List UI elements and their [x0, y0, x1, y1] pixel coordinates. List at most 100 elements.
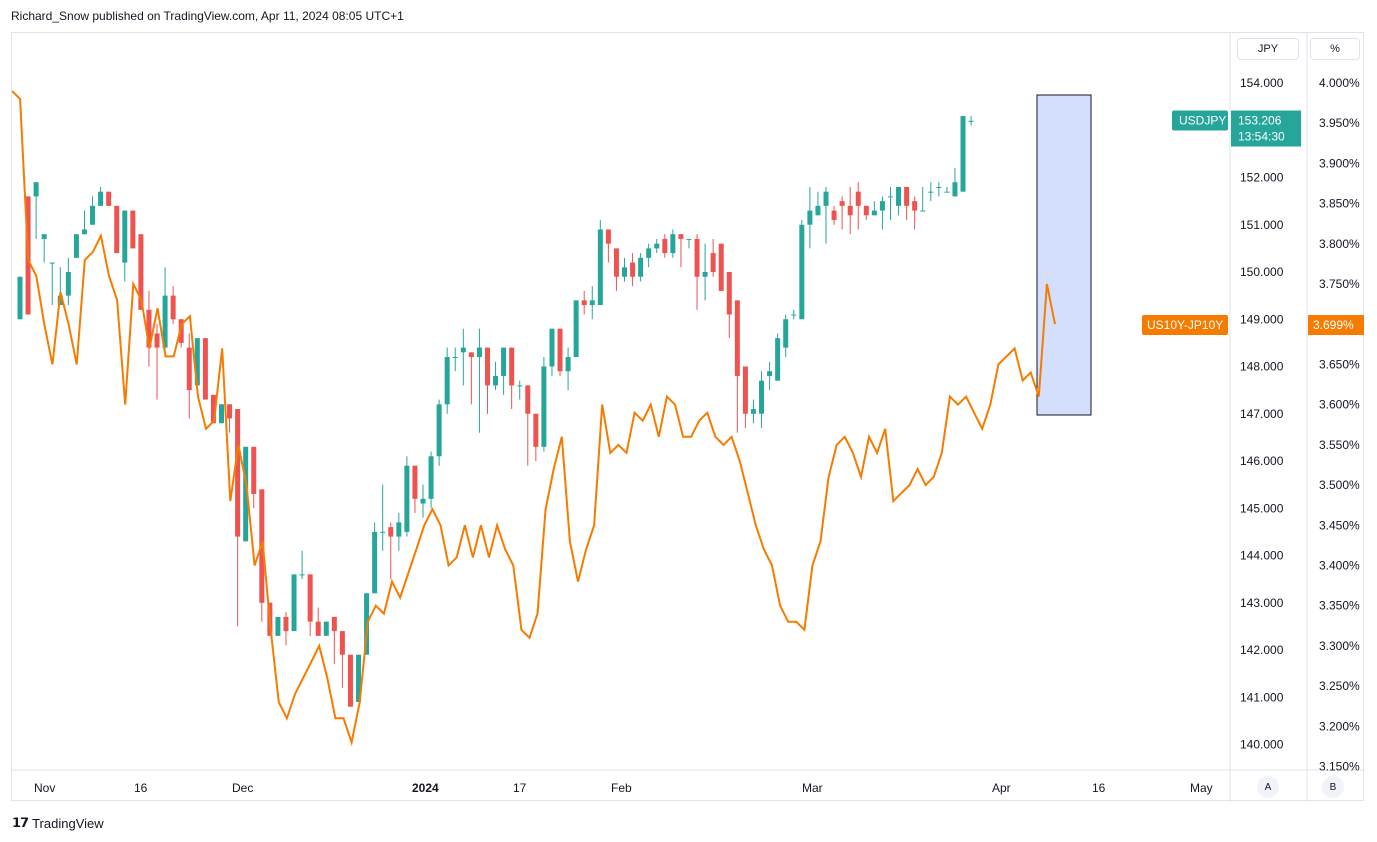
time-tick-label: 17 — [513, 781, 527, 795]
candle-body — [920, 210, 926, 212]
candle-body — [613, 248, 619, 277]
yield-tick-label: 3.550% — [1319, 438, 1360, 452]
candle-body — [347, 654, 353, 707]
footer-brand: TradingView — [32, 815, 104, 831]
candle-body — [831, 210, 837, 221]
candle-body — [396, 522, 402, 537]
candle-body — [847, 205, 853, 216]
candle-body — [476, 347, 482, 358]
spread-value-badge — [1308, 315, 1364, 336]
auto-scale-button[interactable]: A — [1257, 776, 1279, 798]
log-scale-button[interactable]: B — [1322, 776, 1344, 798]
candle-body — [509, 347, 515, 386]
candle-body — [130, 210, 136, 249]
candle-body — [315, 621, 321, 636]
candle-body — [638, 257, 644, 277]
candle-body — [549, 328, 555, 367]
price-scale-unit-button[interactable]: JPY — [1237, 38, 1299, 60]
candle-body — [235, 409, 241, 537]
tradingview-logo-icon: 𝟭𝟳 — [12, 815, 29, 830]
candle-body — [493, 375, 499, 386]
candle-body — [251, 446, 257, 495]
price-tick-label: 144.000 — [1240, 549, 1284, 563]
candle-body — [759, 380, 765, 414]
spread-name-label: US10Y-JP10Y — [1147, 318, 1223, 332]
candle-body — [904, 186, 910, 206]
candle-body — [98, 191, 104, 206]
candle-body — [896, 186, 902, 206]
candle-body — [154, 333, 160, 348]
spread-last-value: 3.699% — [1313, 318, 1354, 332]
time-tick-label: Feb — [611, 781, 632, 795]
time-tick-label: May — [1190, 781, 1213, 795]
candle-body — [525, 385, 531, 414]
candle-body — [307, 574, 313, 622]
candle-body — [944, 191, 950, 193]
attribution-text: Richard_Snow published on TradingView.co… — [11, 9, 404, 23]
candle-body — [879, 201, 885, 211]
spread-name-badge — [1142, 315, 1228, 336]
candle-body — [501, 347, 507, 376]
candle-body — [678, 234, 684, 239]
candle-body — [219, 404, 224, 424]
candle-body — [73, 234, 79, 258]
candle-body — [356, 654, 362, 702]
candle-body — [533, 413, 539, 447]
candle-body — [436, 404, 442, 457]
candle-body — [694, 238, 700, 277]
candle-body — [291, 574, 297, 632]
candle-body — [573, 300, 579, 358]
candle-body — [742, 366, 748, 414]
chart-frame[interactable]: 154.000153.000152.000151.000150.000149.0… — [11, 32, 1365, 802]
yield-tick-label: 3.300% — [1319, 639, 1360, 653]
usdjpy-countdown: 13:54:30 — [1238, 130, 1285, 144]
candle-body — [444, 357, 450, 405]
yield-tick-label: 3.400% — [1319, 558, 1360, 572]
yield-tick-label: 3.200% — [1319, 719, 1360, 733]
candle-body — [170, 295, 176, 320]
candle-body — [928, 191, 934, 193]
candle-body — [178, 319, 184, 343]
candle-body — [863, 205, 869, 216]
candle-body — [936, 186, 942, 188]
footer[interactable]: 𝟭𝟳 TradingView — [12, 815, 104, 831]
candle-body — [428, 456, 434, 499]
price-tick-label: 142.000 — [1240, 643, 1284, 657]
chart-svg[interactable]: 154.000153.000152.000151.000150.000149.0… — [12, 33, 1365, 802]
candle-body — [388, 527, 394, 537]
usdjpy-name-badge — [1172, 110, 1228, 131]
yield-tick-label: 4.000% — [1319, 76, 1360, 90]
price-tick-label: 151.000 — [1240, 218, 1284, 232]
candle-body — [710, 253, 716, 272]
candle-body — [565, 357, 571, 372]
price-tick-label: 149.000 — [1240, 312, 1284, 326]
price-tick-label: 150.000 — [1240, 265, 1284, 279]
candle-body — [452, 357, 458, 359]
candle-body — [299, 574, 305, 576]
price-tick-label: 146.000 — [1240, 454, 1284, 468]
highlight-rectangle — [1036, 94, 1092, 416]
time-tick-label: Mar — [802, 781, 823, 795]
candle-body — [823, 191, 829, 206]
candle-body — [380, 531, 386, 533]
candle-body — [339, 631, 345, 655]
candle-body — [49, 262, 55, 264]
candle-body — [839, 201, 845, 206]
yield-tick-label: 3.900% — [1319, 156, 1360, 170]
candle-body — [412, 465, 418, 499]
yield-tick-label: 3.250% — [1319, 679, 1360, 693]
price-tick-label: 145.000 — [1240, 501, 1284, 515]
yield-scale-unit-button[interactable]: % — [1310, 38, 1360, 60]
yield-tick-label: 3.600% — [1319, 398, 1360, 412]
candle-body — [460, 347, 466, 353]
usdjpy-last-price: 153.206 — [1238, 114, 1282, 128]
yield-tick-label: 3.750% — [1319, 277, 1360, 291]
candle-body — [597, 229, 603, 306]
candle-body — [654, 243, 660, 249]
candle-body — [912, 201, 918, 211]
yield-tick-label: 3.500% — [1319, 478, 1360, 492]
candle-body — [17, 276, 23, 320]
candle-body — [323, 621, 329, 636]
candle-body — [718, 243, 724, 291]
time-tick-label: Dec — [232, 781, 253, 795]
